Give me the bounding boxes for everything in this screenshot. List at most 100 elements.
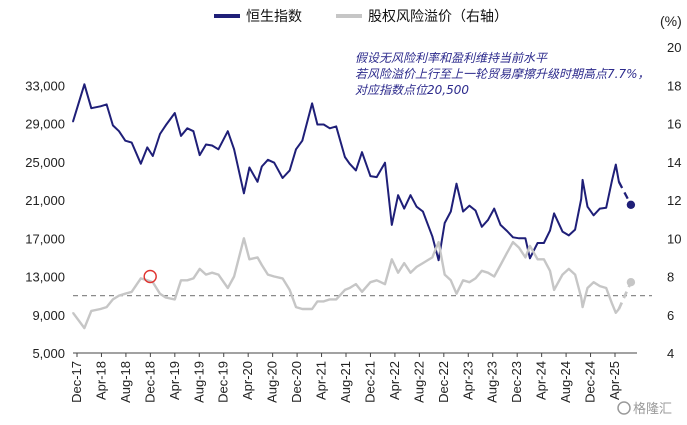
data-point-erp (450, 279, 452, 282)
data-point-erp (391, 258, 393, 261)
data-point-erp (592, 281, 595, 284)
data-point-hsi (615, 163, 617, 166)
data-point-erp (243, 237, 245, 240)
data-point-erp (124, 292, 127, 295)
data-point-hsi (468, 204, 471, 207)
data-point-hsi (311, 102, 313, 105)
data-point-erp (90, 310, 93, 312)
x-tick-label: Apr-18 (93, 361, 108, 400)
x-tick-label: Apr-20 (240, 361, 255, 400)
data-point-erp (273, 275, 276, 278)
data-point-hsi (375, 176, 378, 178)
x-tick-label: Aug-19 (191, 361, 206, 403)
watermark: 格隆汇 (617, 401, 672, 417)
annotation-line-3: 对应指数点位20,500 (355, 83, 469, 97)
data-point-hsi (243, 192, 245, 195)
y-left-tick-label: 29,000 (25, 117, 65, 132)
data-point-hsi (83, 83, 86, 86)
x-tick-label: Apr-22 (387, 361, 402, 400)
x-tick-label: Aug-18 (118, 361, 133, 403)
data-point-hsi (487, 219, 489, 221)
data-point-erp (118, 294, 120, 297)
y-right-tick-label: 12 (667, 193, 681, 208)
data-point-hsi (146, 146, 149, 149)
data-point-erp (549, 270, 551, 272)
data-point-erp (295, 306, 297, 308)
y-right-tick-label: 4 (667, 346, 674, 361)
data-point-erp (348, 287, 351, 289)
data-point-hsi (455, 182, 458, 185)
data-point-hsi (316, 123, 319, 126)
y-left-tick-label: 13,000 (25, 270, 65, 285)
data-point-erp (524, 256, 527, 259)
data-point-hsi (611, 180, 613, 182)
data-point-hsi (599, 207, 601, 210)
x-tick-label: Dec-22 (436, 361, 451, 403)
data-point-hsi (267, 159, 269, 161)
data-point-hsi (493, 207, 496, 210)
data-point-hsi (99, 105, 102, 108)
data-point-hsi (217, 148, 220, 151)
data-point-hsi (561, 230, 564, 233)
x-tick-label: Aug-21 (338, 361, 353, 403)
data-point-erp (281, 277, 284, 280)
x-tick-label: Apr-25 (607, 361, 622, 400)
data-point-hsi (384, 161, 386, 164)
x-tick-label: Dec-19 (216, 361, 231, 403)
data-point-erp (369, 281, 372, 284)
data-point-hsi (344, 156, 346, 158)
data-point-hsi (301, 139, 304, 142)
y-right-tick-label: 18 (667, 78, 681, 93)
data-point-erp (403, 262, 406, 264)
data-point-hsi (422, 210, 424, 213)
data-point-hsi (124, 139, 127, 142)
data-point-erp (256, 256, 259, 259)
data-point-erp (186, 279, 189, 282)
data-point-hsi (118, 130, 120, 132)
data-point-hsi (592, 214, 595, 217)
y-right-tick-label: 6 (667, 308, 674, 323)
x-tick-label: Dec-17 (69, 361, 84, 403)
y-left-tick-label: 25,000 (25, 155, 65, 170)
data-point-hsi (192, 130, 195, 132)
series-line-erp (72, 237, 620, 330)
data-point-erp (474, 277, 477, 280)
data-point-hsi (152, 155, 154, 157)
data-point-erp (574, 273, 576, 276)
data-point-hsi (409, 194, 412, 196)
data-point-erp (311, 308, 313, 310)
data-point-hsi (543, 242, 545, 244)
data-point-hsi (355, 169, 357, 172)
data-point-hsi (586, 205, 589, 208)
annotation: 假设无风险利率和盈利维持当前水平 若风险溢价上行至上一轮贸易摩擦升级时期高点7.… (355, 51, 650, 97)
data-point-hsi (211, 144, 213, 147)
data-point-erp (605, 287, 607, 289)
data-point-erp (335, 298, 338, 301)
data-point-hsi (524, 237, 527, 240)
data-point-erp (536, 258, 539, 261)
data-point-erp (599, 285, 601, 287)
data-point-hsi (512, 236, 514, 239)
x-tick-label: Aug-23 (485, 361, 500, 403)
data-point-hsi (130, 141, 133, 144)
data-point-erp (140, 277, 142, 280)
data-point-hsi (256, 181, 259, 183)
data-point-hsi (205, 143, 207, 146)
data-point-erp (543, 258, 545, 261)
data-point-hsi (431, 235, 434, 238)
data-point-erp (205, 273, 207, 276)
plot-area (72, 83, 652, 330)
watermark-text: 格隆汇 (633, 401, 672, 417)
data-point-erp (261, 264, 263, 266)
data-point-hsi (233, 148, 235, 151)
data-point-hsi (140, 162, 142, 165)
data-point-hsi (288, 169, 291, 172)
forecast-line-hsi (617, 181, 632, 206)
data-point-erp (586, 287, 589, 289)
data-point-erp (580, 296, 582, 299)
data-point-erp (211, 271, 213, 274)
x-tick-label: Dec-23 (509, 361, 524, 403)
data-point-erp (397, 271, 399, 274)
data-point-hsi (361, 151, 363, 153)
data-point-hsi (505, 229, 508, 232)
